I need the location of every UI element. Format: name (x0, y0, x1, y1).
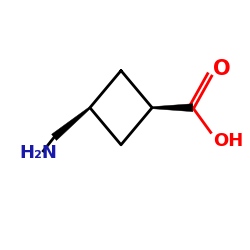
Polygon shape (52, 107, 90, 140)
Text: O: O (213, 59, 231, 80)
Text: H₂N: H₂N (19, 144, 57, 162)
Polygon shape (152, 104, 193, 112)
Text: OH: OH (213, 132, 244, 150)
